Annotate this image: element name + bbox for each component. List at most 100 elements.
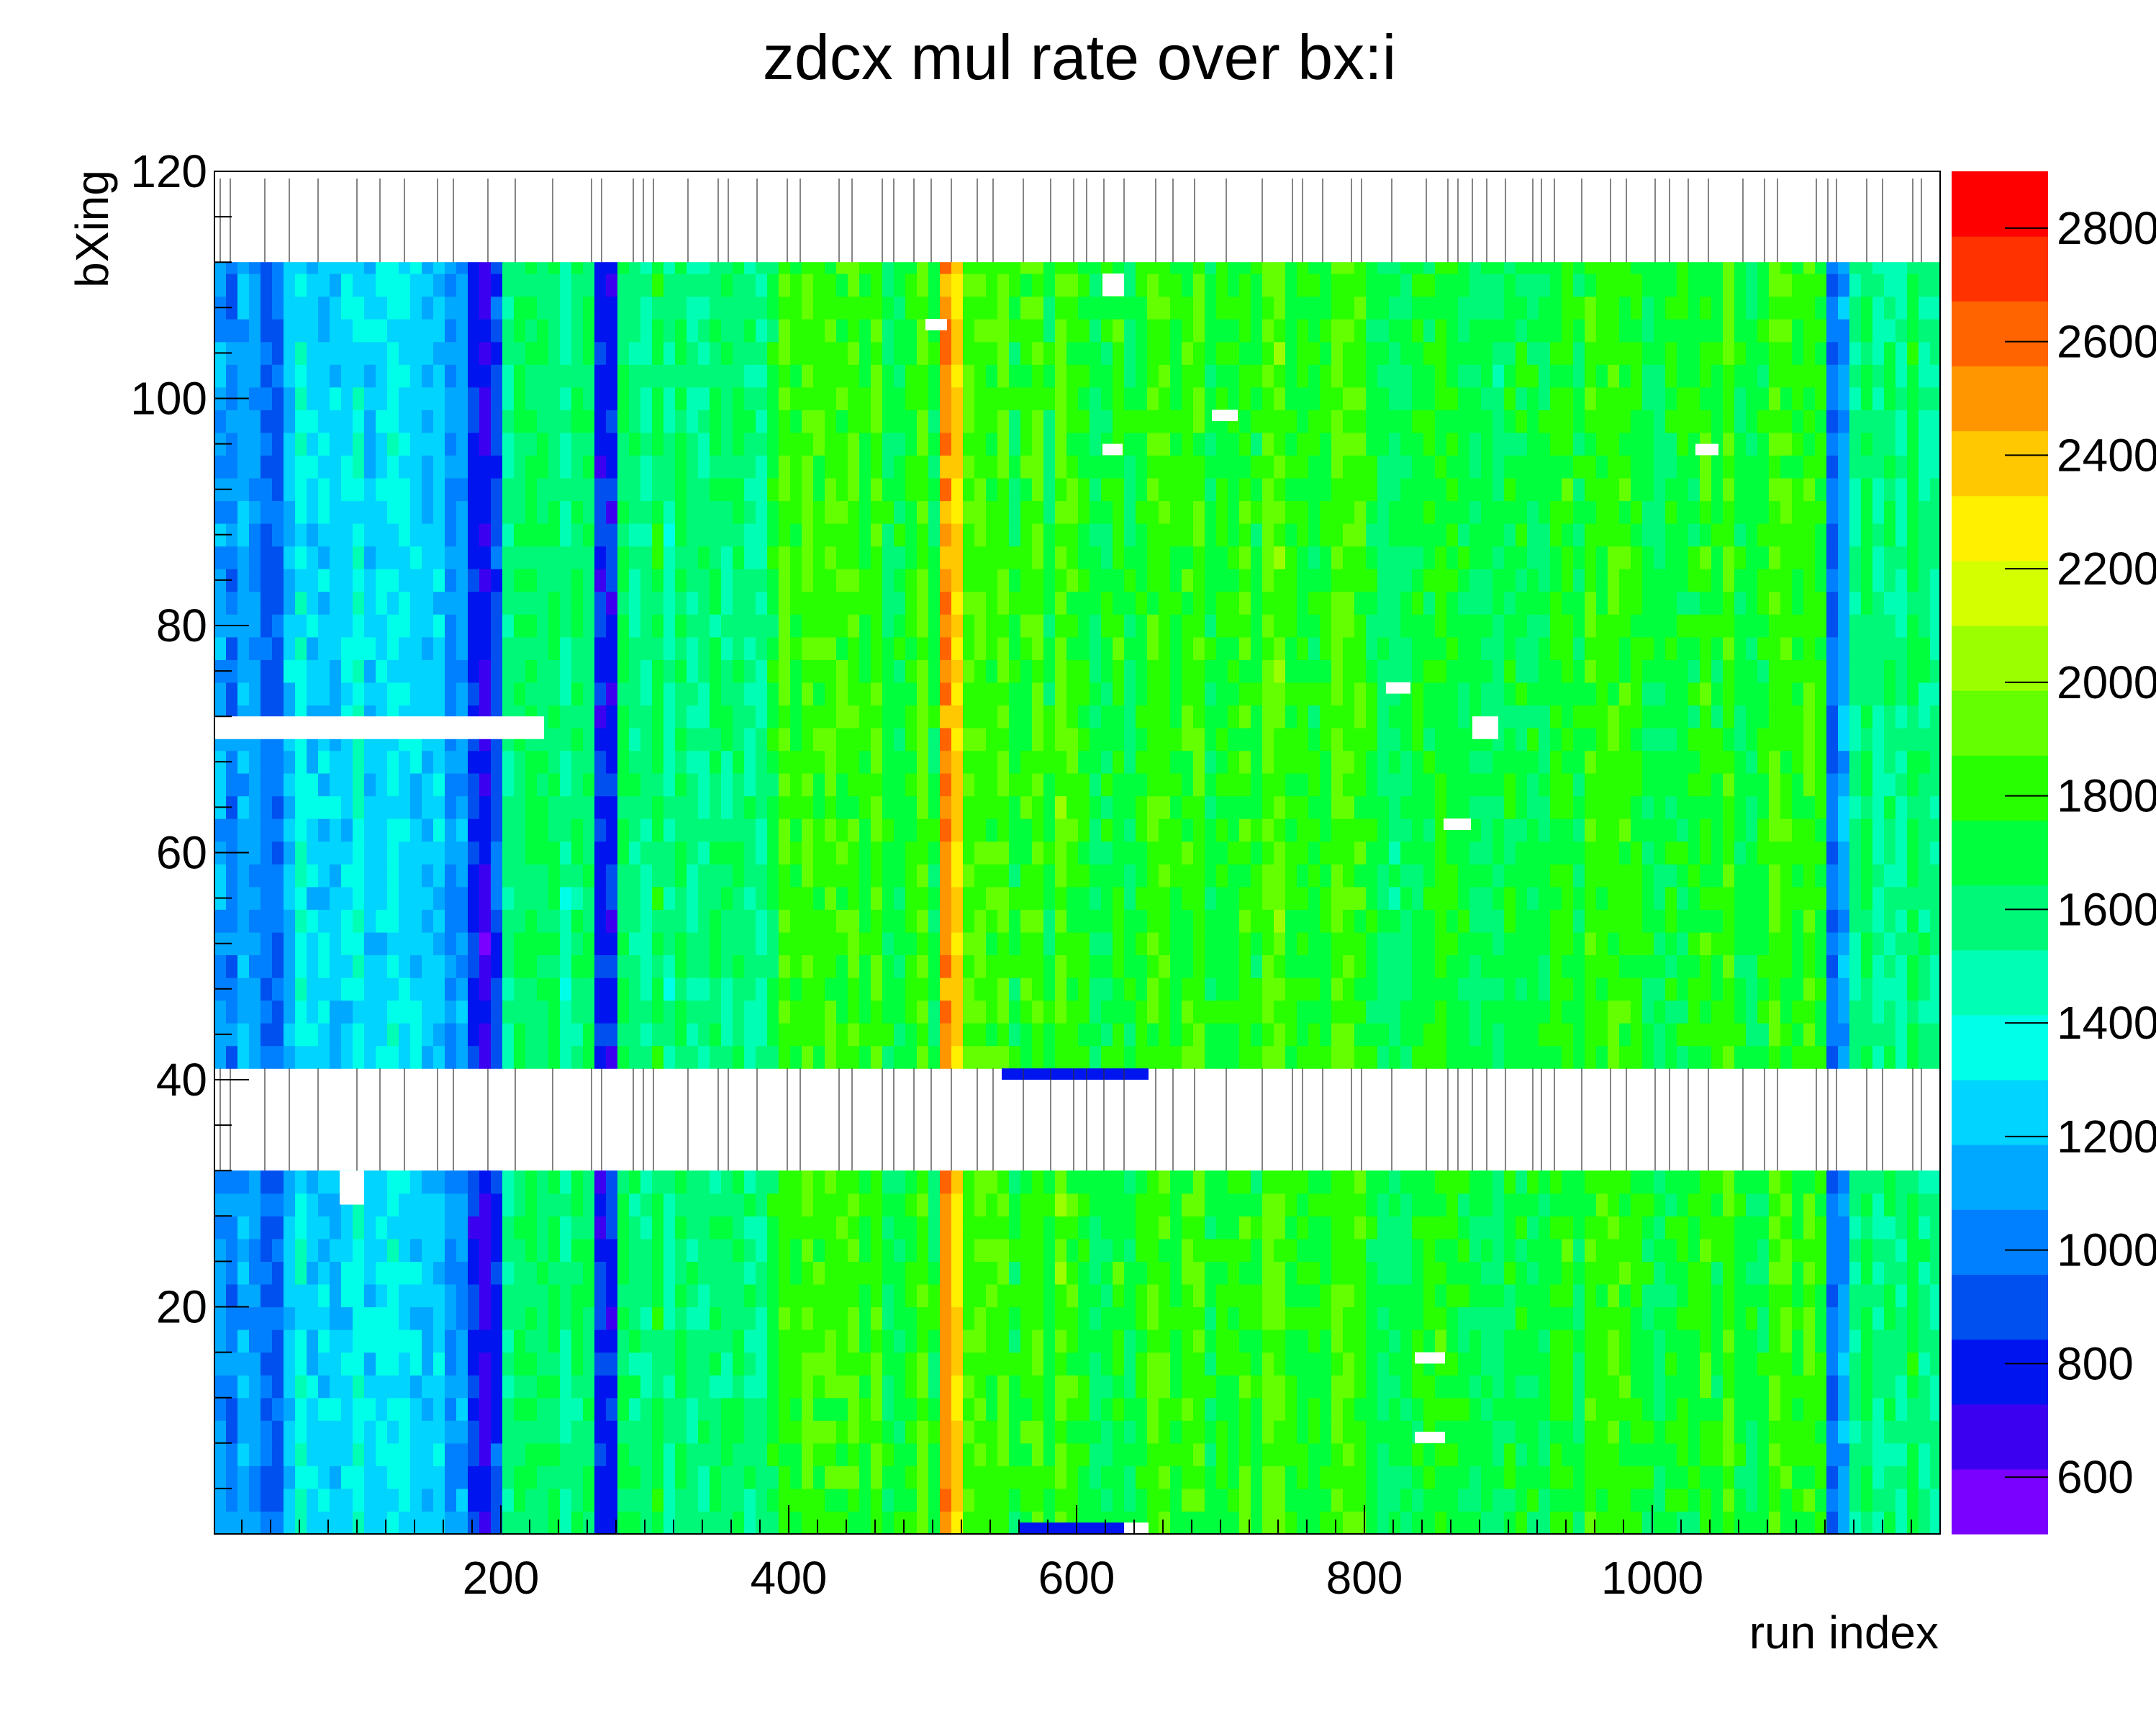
heatmap-cell xyxy=(1066,1397,1079,1421)
heatmap-cell xyxy=(1930,909,1941,933)
heatmap-cell xyxy=(1711,1193,1724,1216)
heatmap-cell xyxy=(1654,818,1666,842)
heatmap-cell xyxy=(583,659,595,683)
heatmap-cell xyxy=(687,886,699,910)
heatmap-cell xyxy=(779,705,791,728)
heatmap-cell xyxy=(1550,1375,1562,1399)
heatmap-cell xyxy=(710,886,722,910)
heatmap-cell xyxy=(214,1375,227,1399)
heatmap-cell xyxy=(1849,1216,1862,1240)
heatmap-cell xyxy=(1746,1488,1758,1512)
heatmap-cell xyxy=(1780,909,1793,933)
heatmap-cell xyxy=(1711,1443,1724,1466)
heatmap-cell xyxy=(617,864,630,888)
heatmap-cell xyxy=(272,1420,284,1444)
heatmap-cell xyxy=(1919,1216,1931,1240)
heatmap-cell xyxy=(1043,1488,1056,1512)
heatmap-cell xyxy=(617,1329,630,1353)
heatmap-cell xyxy=(1412,909,1424,933)
heatmap-cell xyxy=(1090,1216,1102,1240)
heatmap-cell xyxy=(1919,931,1931,955)
heatmap-cell xyxy=(1527,1443,1539,1466)
heatmap-cell xyxy=(1700,1375,1712,1399)
heatmap-cell xyxy=(560,1375,572,1399)
heatmap-cell xyxy=(387,818,399,842)
heatmap-cell xyxy=(1320,728,1332,751)
heatmap-cell xyxy=(917,931,929,955)
heatmap-cell xyxy=(1251,1193,1263,1216)
heatmap-cell xyxy=(606,1329,618,1353)
heatmap-cell xyxy=(537,750,549,774)
heatmap-cell xyxy=(963,1284,975,1308)
heatmap-cell xyxy=(479,841,492,864)
heatmap-cell xyxy=(1020,750,1033,774)
heatmap-cell xyxy=(1895,728,1908,751)
heatmap-cell xyxy=(237,1511,250,1535)
heatmap-cell xyxy=(1516,795,1528,819)
heatmap-cell xyxy=(1723,909,1735,933)
heatmap-cell xyxy=(1872,1488,1885,1512)
heatmap-cell xyxy=(629,1000,641,1024)
heatmap-cell xyxy=(1343,1443,1355,1466)
heatmap-cell xyxy=(1815,1511,1827,1535)
heatmap-cell xyxy=(1055,1216,1067,1240)
heatmap-cell xyxy=(1262,864,1274,888)
heatmap-cell xyxy=(1562,931,1574,955)
heatmap-cell xyxy=(261,1216,273,1240)
heatmap-cell xyxy=(1124,1329,1136,1353)
heatmap-cell xyxy=(1803,1306,1816,1330)
heatmap-cell xyxy=(997,1352,1010,1376)
heatmap-cell xyxy=(1665,1045,1677,1069)
heatmap-cell xyxy=(560,1352,572,1376)
heatmap-cell xyxy=(560,1511,572,1535)
heatmap-cell xyxy=(1895,1045,1908,1069)
heatmap-cell xyxy=(629,909,641,933)
heatmap-cell xyxy=(249,795,261,819)
heatmap-cell xyxy=(295,1284,307,1308)
heatmap-cell xyxy=(1101,1329,1113,1353)
heatmap-cell xyxy=(882,1045,894,1069)
heatmap-cell xyxy=(687,1238,699,1262)
heatmap-cell xyxy=(353,1284,365,1308)
heatmap-cell xyxy=(698,1306,710,1330)
heatmap-cell xyxy=(1182,978,1194,1001)
heatmap-cell xyxy=(1159,1023,1171,1047)
heatmap-cell xyxy=(1228,954,1240,978)
heatmap-cell xyxy=(387,954,399,978)
heatmap-cell xyxy=(318,931,330,955)
heatmap-cell xyxy=(1262,1170,1274,1194)
heatmap-cell xyxy=(721,1420,733,1444)
heatmap-cell xyxy=(733,1216,745,1240)
heatmap-cell xyxy=(237,1443,250,1466)
heatmap-cell xyxy=(1055,795,1067,819)
heatmap-cell xyxy=(249,1352,261,1376)
heatmap-cell xyxy=(307,909,319,933)
heatmap-cell xyxy=(1320,1000,1332,1024)
heatmap-cell xyxy=(1078,1284,1090,1308)
heatmap-cell xyxy=(1113,1193,1125,1216)
heatmap-cell xyxy=(1343,909,1355,933)
heatmap-cell xyxy=(675,841,687,864)
heatmap-cell xyxy=(456,931,468,955)
heatmap-cell xyxy=(525,1216,538,1240)
heatmap-cell xyxy=(514,1329,526,1353)
heatmap-cell xyxy=(1159,1193,1171,1216)
heatmap-cell xyxy=(640,1397,653,1421)
heatmap-cell xyxy=(1539,773,1551,797)
heatmap-cell xyxy=(583,1045,595,1069)
heatmap-cell xyxy=(1654,1238,1666,1262)
heatmap-cell xyxy=(1642,909,1654,933)
heatmap-cell xyxy=(606,841,618,864)
heatmap-cell xyxy=(1055,864,1067,888)
heatmap-cell xyxy=(433,931,445,955)
heatmap-cell xyxy=(640,1443,653,1466)
heatmap-cell xyxy=(353,1466,365,1489)
heatmap-cell xyxy=(1481,1306,1493,1330)
heatmap-cell xyxy=(1907,886,1919,910)
heatmap-cell xyxy=(1193,682,1205,706)
heatmap-cell xyxy=(1688,1045,1700,1069)
heatmap-cell xyxy=(1446,773,1459,797)
heatmap-cell xyxy=(1043,1238,1056,1262)
heatmap-cell xyxy=(1066,1420,1079,1444)
heatmap-cell xyxy=(951,1238,964,1262)
